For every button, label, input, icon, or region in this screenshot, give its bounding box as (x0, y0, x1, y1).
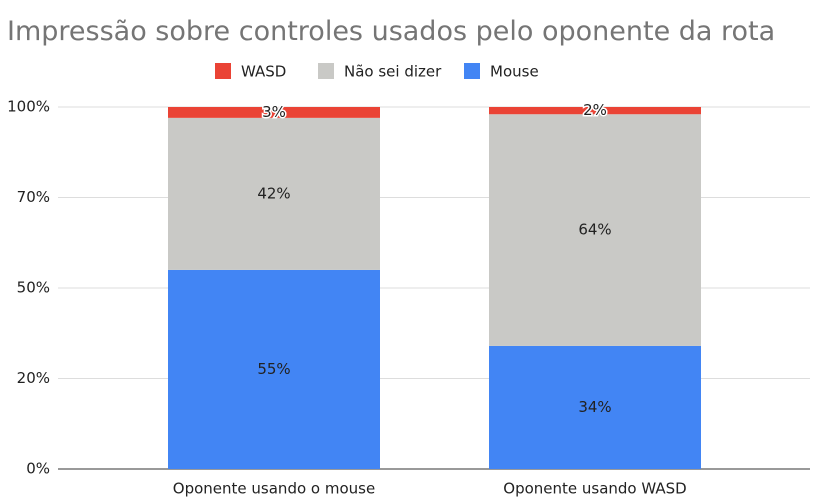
legend-swatch (464, 63, 480, 79)
legend-label: Mouse (490, 63, 539, 81)
x-tick-label: Oponente usando o mouse (173, 480, 375, 498)
data-label: 3% (262, 103, 286, 121)
y-tick-label: 0% (26, 460, 50, 478)
legend-swatch (215, 63, 231, 79)
bar-segment (489, 345, 701, 469)
data-label: 34% (578, 398, 611, 416)
bar-segment (168, 107, 380, 118)
y-tick-label: 20% (17, 369, 50, 387)
chart-title: Impressão sobre controles usados pelo op… (7, 16, 775, 47)
legend-label: WASD (241, 63, 286, 81)
y-tick-label: 70% (17, 188, 50, 206)
data-label: 64% (578, 221, 611, 239)
x-tick-label: Oponente usando WASD (503, 480, 686, 498)
y-tick-label: 50% (17, 279, 50, 297)
bar-segment (489, 114, 701, 346)
bar-segment (168, 269, 380, 469)
y-tick-label: 100% (7, 98, 50, 116)
bar-segment (168, 117, 380, 270)
legend-swatch (318, 63, 334, 79)
data-label: 42% (257, 184, 290, 202)
bar-segment (489, 107, 701, 115)
data-label: 55% (257, 360, 290, 378)
legend-label: Não sei dizer (344, 63, 442, 81)
data-label: 2% (583, 101, 607, 119)
